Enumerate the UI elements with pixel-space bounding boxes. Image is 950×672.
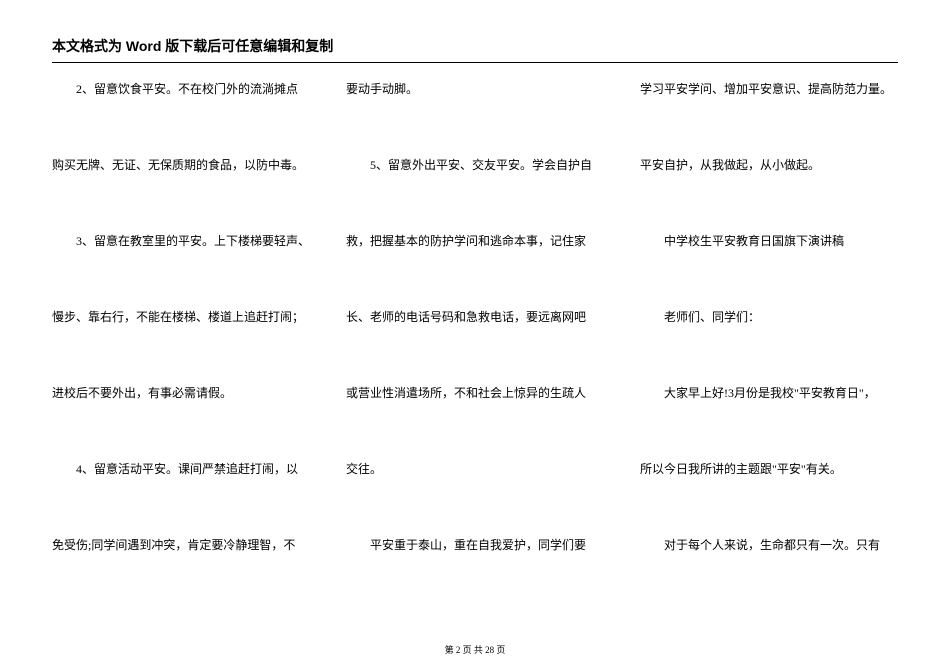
text-line: 长、老师的电话号码和急救电话，要远离网吧: [346, 308, 604, 326]
text-line: 大家早上好!3月份是我校"平安教育日"，: [640, 384, 898, 402]
text-line: 救，把握基本的防护学问和逃命本事，记住家: [346, 232, 604, 250]
document-header: 本文格式为 Word 版下载后可任意编辑和复制: [52, 36, 898, 63]
text-line: 4、留意活动平安。课间严禁追赶打闹，以: [52, 460, 310, 478]
text-line: 中学校生平安教育日国旗下演讲稿: [640, 232, 898, 250]
text-line: 3、留意在教室里的平安。上下楼梯要轻声、: [52, 232, 310, 250]
text-line: 学习平安学问、增加平安意识、提高防范力量。: [640, 80, 898, 98]
column-3: 学习平安学问、增加平安意识、提高防范力量。 平安自护，从我做起，从小做起。 中学…: [640, 80, 898, 554]
text-line: 要动手动脚。: [346, 80, 604, 98]
column-1: 2、留意饮食平安。不在校门外的流淌摊点 购买无牌、无证、无保质期的食品，以防中毒…: [52, 80, 310, 554]
text-line: 所以今日我所讲的主题跟"平安"有关。: [640, 460, 898, 478]
text-line: 免受伤;同学间遇到冲突，肯定要冷静理智，不: [52, 536, 310, 554]
text-line: 慢步、靠右行，不能在楼梯、楼道上追赶打闹；: [52, 308, 310, 326]
text-line: 5、留意外出平安、交友平安。学会自护自: [346, 156, 604, 174]
text-line: 平安自护，从我做起，从小做起。: [640, 156, 898, 174]
text-line: 或营业性消遣场所，不和社会上惊异的生疏人: [346, 384, 604, 402]
text-line: 2、留意饮食平安。不在校门外的流淌摊点: [52, 80, 310, 98]
text-line: 进校后不要外出，有事必需请假。: [52, 384, 310, 402]
document-body: 2、留意饮食平安。不在校门外的流淌摊点 购买无牌、无证、无保质期的食品，以防中毒…: [52, 80, 898, 632]
header-rule: [52, 62, 898, 63]
header-title: 本文格式为 Word 版下载后可任意编辑和复制: [52, 36, 898, 60]
text-line: 交往。: [346, 460, 604, 478]
page-footer: 第 2 页 共 28 页: [0, 643, 950, 656]
text-line: 对于每个人来说，生命都只有一次。只有: [640, 536, 898, 554]
text-line: 购买无牌、无证、无保质期的食品，以防中毒。: [52, 156, 310, 174]
column-2: 要动手动脚。 5、留意外出平安、交友平安。学会自护自 救，把握基本的防护学问和逃…: [346, 80, 604, 554]
text-line: 老师们、同学们：: [640, 308, 898, 326]
text-line: 平安重于泰山，重在自我爱护，同学们要: [346, 536, 604, 554]
columns-container: 2、留意饮食平安。不在校门外的流淌摊点 购买无牌、无证、无保质期的食品，以防中毒…: [52, 80, 898, 554]
